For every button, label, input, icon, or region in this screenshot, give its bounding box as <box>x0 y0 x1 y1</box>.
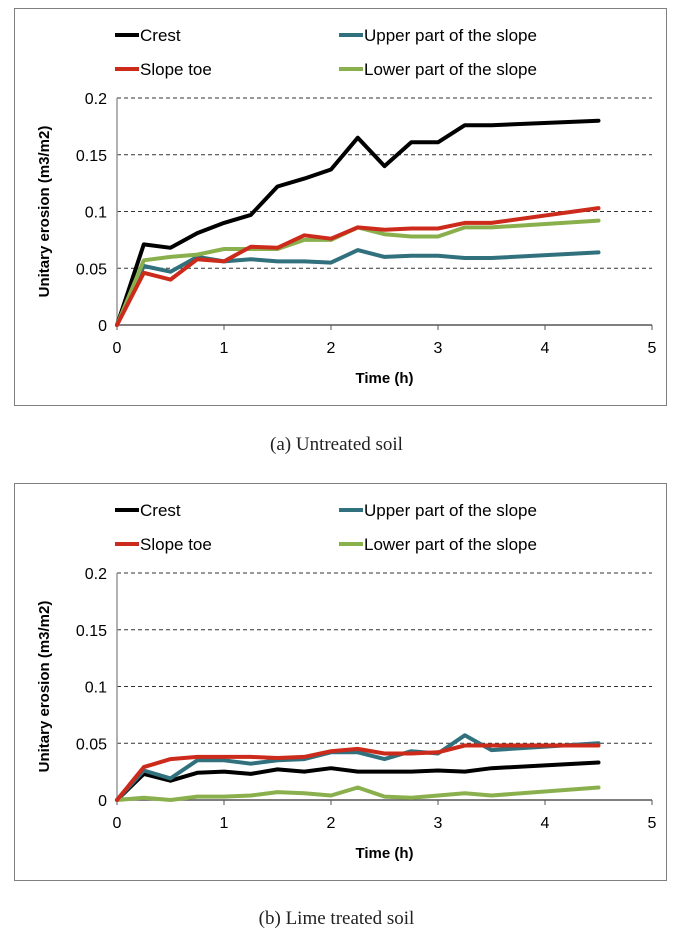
series-line-upper <box>115 248 601 327</box>
series-line-crest <box>115 118 601 327</box>
y-tick-label: 0.05 <box>76 261 107 278</box>
legend-label-slope-toe: Slope toe <box>140 60 212 79</box>
caption-lime-treated: (b) Lime treated soil <box>258 908 415 929</box>
legend-label-crest: Crest <box>140 26 181 45</box>
x-tick-label: 1 <box>220 815 229 832</box>
x-tick-label: 0 <box>113 815 122 832</box>
legend-label-upper: Upper part of the slope <box>364 26 537 45</box>
x-axis-title: Time (h) <box>355 845 413 862</box>
x-tick-label: 2 <box>327 815 336 832</box>
x-tick-label: 0 <box>113 340 122 357</box>
y-tick-label: 0.2 <box>85 566 107 583</box>
x-tick-label: 3 <box>434 815 443 832</box>
x-tick-label: 4 <box>541 340 550 357</box>
x-tick-label: 5 <box>648 815 657 832</box>
legend-label-slope-toe: Slope toe <box>140 535 212 554</box>
y-tick-label: 0.2 <box>85 91 107 108</box>
legend-label-lower: Lower part of the slope <box>364 535 537 554</box>
y-tick-label: 0.1 <box>85 680 107 697</box>
y-tick-label: 0 <box>98 318 107 335</box>
chart-untreated-soil: 0 0.05 0.1 0.15 0.2 0 1 2 3 4 5 Time (h) Unitary ero… <box>14 8 667 406</box>
legend-label-crest: Crest <box>140 501 181 520</box>
legend-label-lower: Lower part of the slope <box>364 60 537 79</box>
series-line-slope-toe <box>115 743 601 802</box>
y-tick-label: 0.15 <box>76 623 107 640</box>
y-tick-label: 0.1 <box>85 205 107 222</box>
chart-lime-treated-soil: 0 0.05 0.1 0.15 0.2 0 1 2 3 4 5 Time (h) Unitary ero… <box>14 483 667 881</box>
y-tick-label: 0.05 <box>76 736 107 753</box>
x-tick-label: 4 <box>541 815 550 832</box>
caption-untreated: (a) Untreated soil <box>270 434 403 455</box>
y-tick-label: 0 <box>98 793 107 810</box>
series-line-slope-toe <box>115 206 601 327</box>
y-axis-title: Unitary erosion (m3/m2) <box>36 601 53 773</box>
legend-label-upper: Upper part of the slope <box>364 501 537 520</box>
y-axis-title: Unitary erosion (m3/m2) <box>36 126 53 298</box>
x-axis-title: Time (h) <box>355 370 413 387</box>
series-line-lower <box>115 218 601 327</box>
x-tick-label: 1 <box>220 340 229 357</box>
x-tick-label: 5 <box>648 340 657 357</box>
x-tick-label: 2 <box>327 340 336 357</box>
chart-untreated-svg: 0 0.05 0.1 0.15 0.2 0 1 2 3 4 5 Time (h) Unitary ero… <box>36 26 657 387</box>
series-line-lower <box>115 785 601 802</box>
x-tick-label: 3 <box>434 340 443 357</box>
y-tick-label: 0.15 <box>76 148 107 165</box>
chart-lime-treated-svg: 0 0.05 0.1 0.15 0.2 0 1 2 3 4 5 Time (h) Unitary ero… <box>36 501 657 862</box>
series-line-crest <box>115 760 601 802</box>
